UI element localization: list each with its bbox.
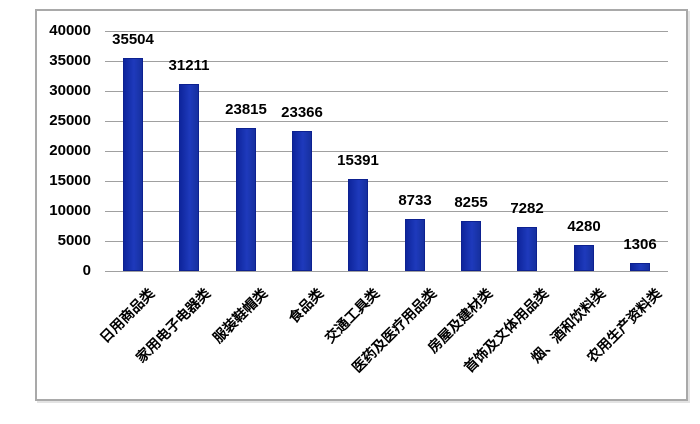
y-tick-label: 40000: [49, 22, 91, 39]
y-tick-label: 5000: [57, 232, 91, 249]
bar: [574, 245, 594, 271]
gridline: [105, 151, 668, 152]
category-label-text: 交通工具类: [321, 285, 383, 346]
y-tick-label: 15000: [49, 172, 91, 189]
bar: [517, 227, 537, 271]
bar-value-label: 8733: [398, 192, 432, 209]
category-label-text: 服装鞋帽类: [209, 285, 271, 346]
y-tick-label: 20000: [49, 142, 91, 159]
gridline: [105, 241, 668, 242]
gridline: [105, 271, 668, 272]
bar: [630, 263, 650, 271]
bar-value-label: 8255: [454, 194, 488, 211]
bar-value-label: 35504: [112, 31, 154, 48]
gridline: [105, 211, 668, 212]
bar: [348, 179, 368, 271]
bar: [236, 128, 256, 271]
bar-value-label: 7282: [510, 200, 544, 217]
y-tick-label: 30000: [49, 82, 91, 99]
bar: [123, 58, 143, 271]
gridline: [105, 181, 668, 182]
gridline: [105, 61, 668, 62]
bar-value-label: 23366: [281, 104, 323, 121]
bar-value-label: 15391: [337, 152, 379, 169]
y-tick-label: 0: [82, 262, 91, 279]
bar-value-label: 31211: [168, 57, 210, 74]
category-label-text: 日用商品类: [96, 285, 158, 346]
bar: [461, 221, 481, 271]
bar: [405, 219, 425, 271]
gridline: [105, 91, 668, 92]
bar-value-label: 23815: [225, 101, 267, 118]
y-tick-label: 25000: [49, 112, 91, 129]
gridline: [105, 31, 668, 32]
bar-value-label: 4280: [567, 218, 601, 235]
category-label-text: 食品类: [285, 285, 327, 327]
y-tick-label: 35000: [49, 52, 91, 69]
y-tick-label: 10000: [49, 202, 91, 219]
bar: [292, 131, 312, 271]
gridline: [105, 121, 668, 122]
bar: [179, 84, 199, 271]
bar-value-label: 1306: [623, 236, 657, 253]
